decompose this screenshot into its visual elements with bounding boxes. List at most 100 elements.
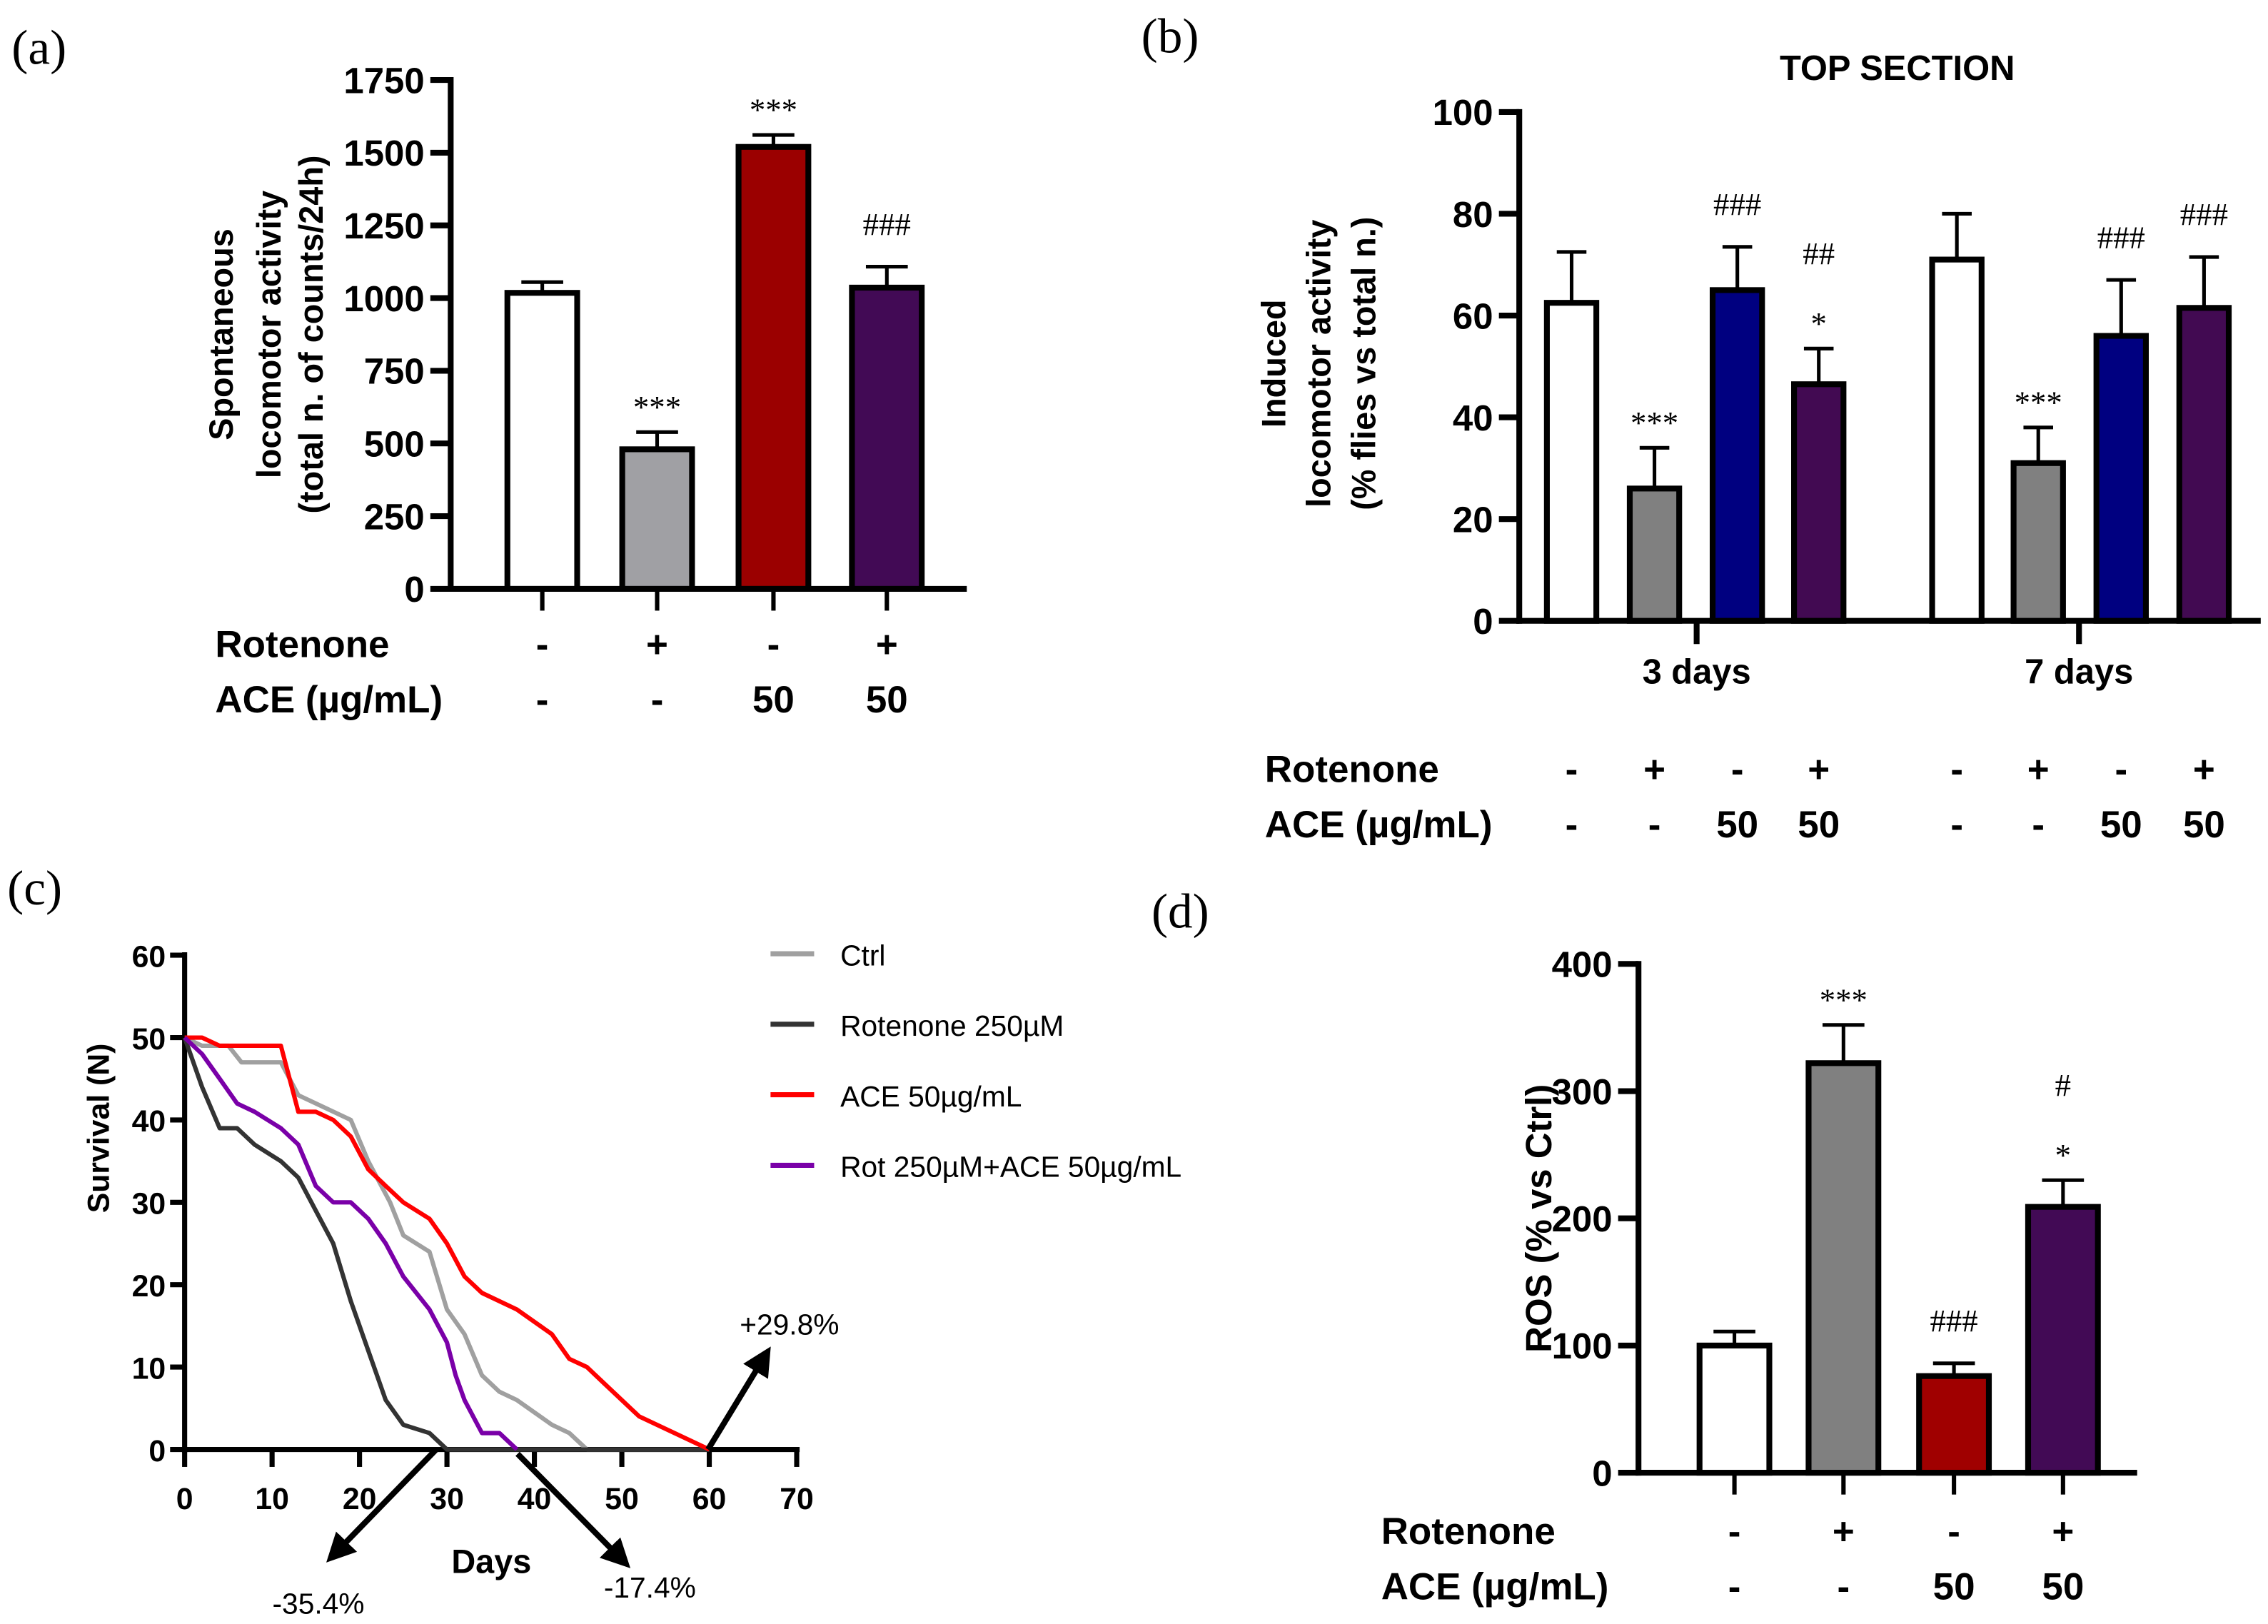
chart-title: TOP SECTION [1780,49,2015,88]
condition-label: ACE (µg/mL) [1381,1565,1609,1608]
panel-label: (c) [7,860,62,915]
significance-label: *** [750,92,797,128]
condition-label: ACE (µg/mL) [1265,804,1493,846]
significance-label: ### [2097,219,2145,255]
bar [1791,381,1847,624]
y-axis-label: Induced [1255,299,1292,428]
condition-value: 50 [1798,804,1840,846]
condition-value: - [2032,804,2045,846]
condition-value: - [1728,1565,1741,1608]
arrow [515,1451,631,1568]
annotation-label: -35.4% [272,1588,364,1620]
bar [1929,256,1985,624]
y-tick-label: 40 [132,1104,166,1139]
significance-label: ### [863,206,911,242]
series-line [183,1035,710,1452]
y-tick-label: 20 [132,1269,166,1303]
bar [849,284,925,592]
y-tick-label: 30 [132,1187,166,1221]
condition-value: - [1947,1510,1960,1553]
condition-label: Rotenone [215,624,389,666]
y-tick-label: 500 [364,424,425,465]
bar [735,143,812,592]
condition-value: + [1643,749,1665,791]
series-line [182,1037,710,1452]
y-tick-label: 0 [148,1434,166,1468]
y-tick-label: 50 [132,1022,166,1056]
y-tick-label: 100 [1433,92,1493,133]
x-tick-label: 70 [780,1482,814,1516]
significance-label: ### [1930,1303,1978,1338]
y-tick-label: 0 [404,569,424,610]
bar [2093,333,2149,624]
y-tick-label: 100 [1552,1326,1613,1366]
annotation-label: -17.4% [604,1571,696,1604]
bar [1916,1373,1992,1476]
x-tick-label: 20 [343,1482,377,1516]
y-tick-label: 1250 [343,206,424,246]
y-tick-label: 750 [364,351,425,392]
y-tick-label: 200 [1552,1199,1613,1239]
condition-value: - [1731,749,1744,791]
condition-value: - [1838,1565,1850,1608]
legend-label: Rotenone 250µM [840,1009,1064,1042]
y-axis-label: (% flies vs total n.) [1346,217,1383,510]
annotation-label: +29.8% [740,1308,839,1341]
y-tick-label: 250 [364,496,425,537]
x-tick-label: 3 days [1643,652,1751,691]
condition-value: - [1566,749,1578,791]
condition-value: - [1728,1510,1741,1553]
y-tick-label: 0 [1473,601,1493,642]
panel-label: (a) [11,20,66,75]
significance-label: * [2055,1137,2071,1173]
significance-label: ### [1713,186,1761,222]
condition-value: - [536,679,549,721]
y-axis-label: (total n. of counts/24h) [293,155,330,513]
y-tick-label: 60 [1453,296,1493,336]
bar [1805,1060,1882,1476]
condition-value: + [876,624,898,666]
significance-label: *** [1820,982,1868,1017]
y-tick-label: 0 [1592,1453,1612,1493]
x-tick-label: 10 [255,1482,289,1516]
bar [2025,1204,2101,1476]
x-tick-label: 60 [692,1482,727,1516]
y-tick-label: 20 [1453,499,1493,540]
significance-label: # [2055,1067,2071,1103]
x-tick-label: 7 days [2025,652,2133,691]
bar [1626,485,1683,624]
condition-value: + [2027,749,2050,791]
x-tick-label: 30 [430,1482,464,1516]
condition-value: + [646,624,668,666]
y-axis-label: Survival (N) [82,1044,116,1214]
condition-label: Rotenone [1381,1510,1556,1553]
significance-label: *** [1631,405,1678,440]
significance-label: * [1811,306,1827,341]
condition-value: 50 [2042,1565,2084,1608]
condition-value: - [1566,804,1578,846]
condition-value: + [2193,749,2215,791]
condition-value: 50 [752,679,795,721]
legend-label: Ctrl [840,939,885,972]
condition-value: 50 [2183,804,2225,846]
y-axis-label: locomotor activity [1300,220,1337,508]
condition-value: - [2115,749,2127,791]
y-tick-label: 60 [132,939,166,974]
y-tick-label: 40 [1453,398,1493,438]
condition-label: ACE (µg/mL) [215,679,443,721]
y-tick-label: 1000 [343,278,424,319]
condition-value: - [536,624,549,666]
condition-value: - [767,624,780,666]
condition-value: 50 [2100,804,2142,846]
condition-value: + [1833,1510,1855,1553]
y-axis-label: ROS (% vs Ctrl) [1518,1084,1559,1353]
y-tick-label: 400 [1552,944,1613,985]
series-line [184,1035,710,1452]
panel-label: (b) [1141,8,1199,63]
y-tick-label: 10 [132,1351,166,1386]
y-tick-label: 80 [1453,194,1493,235]
condition-label: Rotenone [1265,749,1439,791]
y-tick-label: 1500 [343,133,424,173]
y-axis-label: Spontaneous [203,228,240,440]
